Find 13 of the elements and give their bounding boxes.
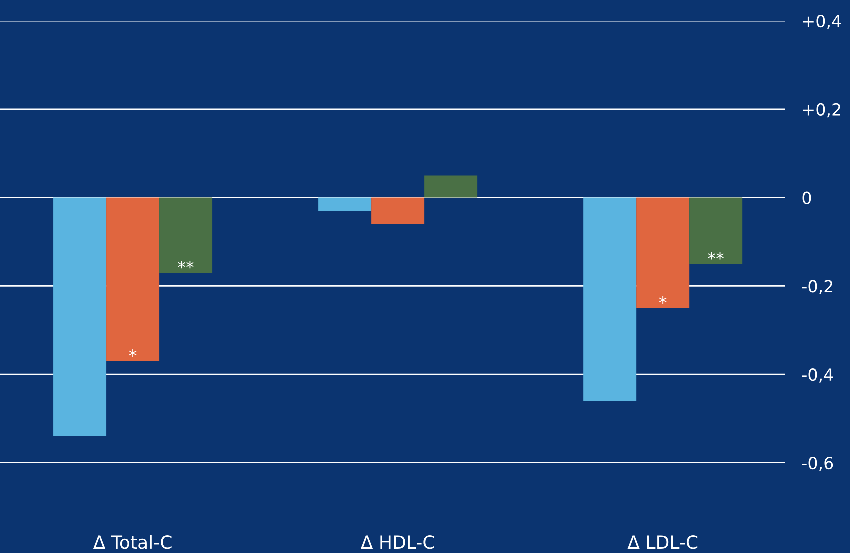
y-tick-label: -0,4 <box>802 368 834 383</box>
x-tick-label: Δ LDL-C <box>628 536 698 550</box>
annotation: ** <box>178 261 194 269</box>
y-tick-label: +0,2 <box>803 103 840 118</box>
annotation: ** <box>708 252 724 260</box>
annotation: * <box>129 349 137 358</box>
annotation: * <box>659 296 667 304</box>
x-tick-label: Δ HDL-C <box>360 536 434 550</box>
y-tick-label: 0 <box>802 192 812 204</box>
y-tick-label: -0,6 <box>802 456 834 472</box>
y-tick-label: -0,2 <box>802 280 833 294</box>
y-tick-label: +0,4 <box>803 14 842 30</box>
x-tick-label: Δ Total-C <box>93 535 172 550</box>
